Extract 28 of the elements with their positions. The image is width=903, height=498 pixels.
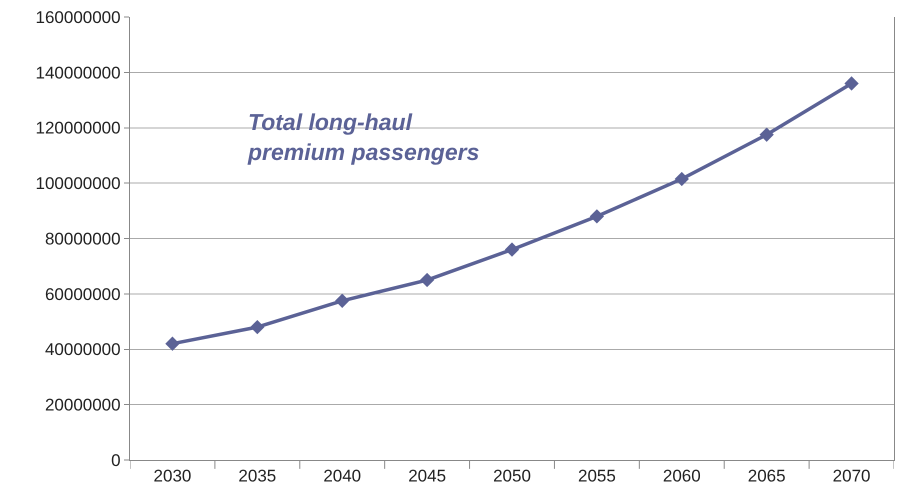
y-tick-label: 140000000	[36, 63, 121, 82]
x-tick-label: 2045	[408, 466, 446, 486]
x-tick-label: 2050	[493, 466, 531, 486]
y-tick-label: 40000000	[44, 340, 121, 360]
annotation: Total long-haul premium passengers	[247, 109, 480, 165]
x-tick-label: 2055	[578, 466, 616, 486]
point	[335, 294, 350, 308]
y-tick-label: 0	[111, 450, 121, 470]
x-tick-label: 2065	[748, 466, 786, 486]
point	[165, 336, 180, 351]
y-tick-label: 160000000	[36, 8, 121, 27]
x-tick-label: 2070	[832, 466, 870, 486]
x-tick-label: 2040	[323, 466, 362, 486]
y-tick-label: 60000000	[44, 284, 121, 304]
point	[844, 76, 859, 91]
x-tick-label: 2035	[238, 466, 276, 486]
point	[250, 320, 264, 334]
y-tick-label: 20000000	[44, 396, 121, 415]
y-tick-label: 100000000	[36, 174, 121, 194]
y-tick-label: 80000000	[44, 229, 121, 248]
x-tick-label: 2030	[154, 466, 192, 486]
y-tick-label: 120000000	[36, 118, 121, 138]
point	[590, 209, 604, 224]
point	[760, 128, 774, 142]
x-tick-label: 2060	[662, 466, 701, 486]
point	[504, 242, 520, 257]
point	[674, 172, 689, 186]
point	[420, 272, 434, 288]
